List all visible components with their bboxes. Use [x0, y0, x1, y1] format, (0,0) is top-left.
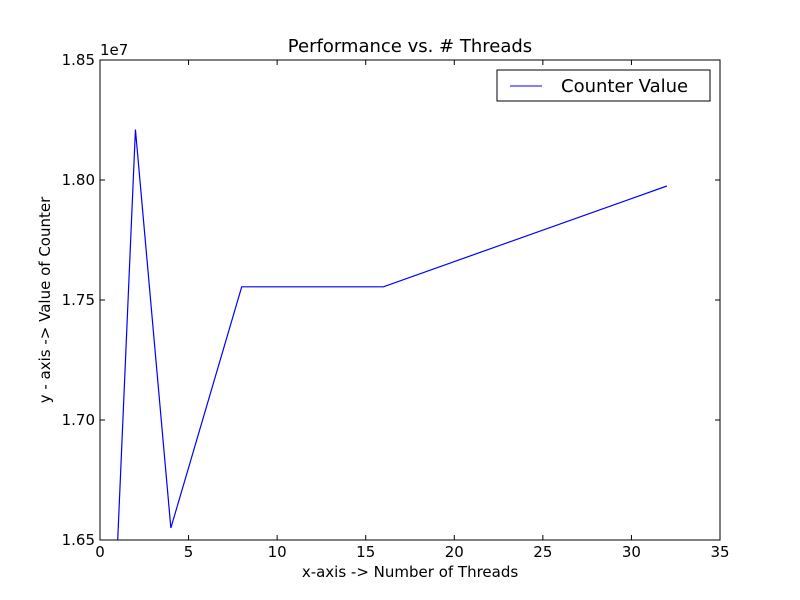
y-tick-label: 1.85 [62, 51, 95, 69]
x-tick-label: 25 [533, 543, 552, 561]
chart-title: Performance vs. # Threads [288, 36, 532, 57]
series-layer [117, 129, 668, 541]
x-tick-label: 15 [356, 543, 375, 561]
y-offset-label: 1e7 [100, 41, 128, 59]
legend: Counter Value [496, 69, 711, 102]
x-axis: 0 5 10 15 20 25 30 35 [95, 60, 730, 561]
x-tick-label: 35 [710, 543, 729, 561]
y-axis: 1.65 1.70 1.75 1.80 1.85 [62, 51, 720, 549]
series-line [117, 129, 668, 541]
x-tick-label: 5 [184, 543, 194, 561]
plot-area [99, 59, 721, 541]
x-tick-label: 0 [95, 543, 105, 561]
y-tick-label: 1.70 [62, 411, 95, 429]
legend-label: Counter Value [561, 76, 688, 97]
x-tick-label: 20 [445, 543, 464, 561]
y-tick-label: 1.75 [62, 291, 95, 309]
x-tick-label: 30 [622, 543, 641, 561]
x-tick-label: 10 [268, 543, 287, 561]
y-tick-label: 1.65 [62, 531, 95, 549]
x-axis-label: x-axis -> Number of Threads [302, 563, 519, 581]
y-tick-label: 1.80 [62, 171, 95, 189]
y-axis-label: y - axis -> Value of Counter [36, 196, 54, 403]
